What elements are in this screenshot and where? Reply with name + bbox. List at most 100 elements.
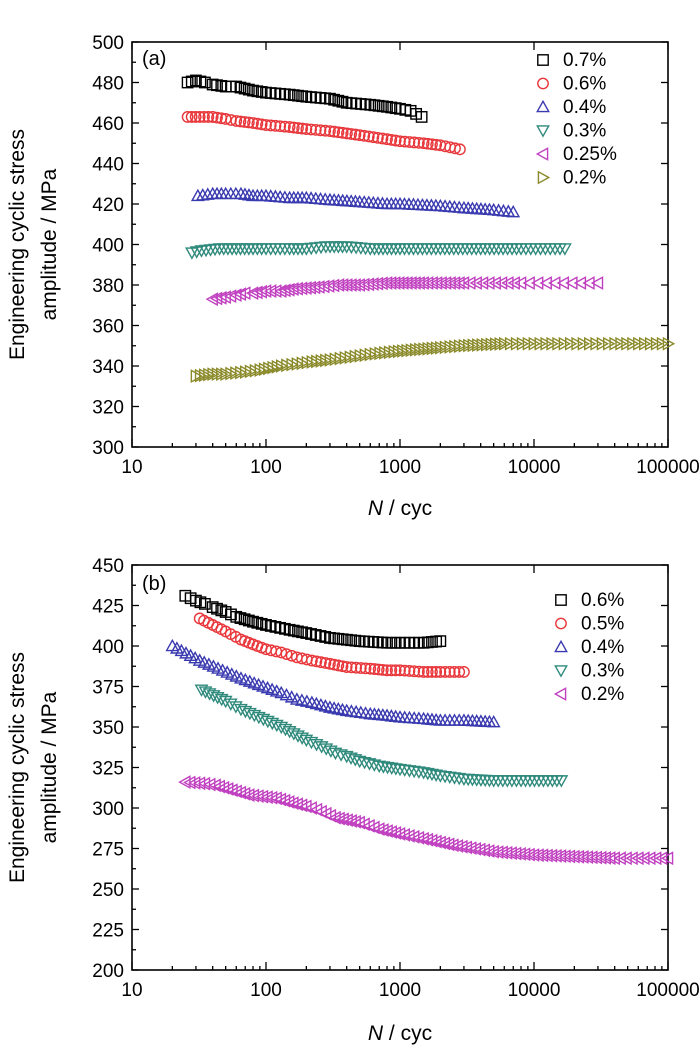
data-point: [336, 126, 349, 139]
data-point: [323, 745, 338, 758]
data-point: [534, 336, 547, 351]
data-point: [275, 646, 288, 659]
data-point: [557, 243, 572, 256]
data-point: [247, 615, 259, 628]
data-point: [357, 756, 372, 770]
legend-marker: [555, 617, 567, 630]
data-point: [221, 782, 234, 796]
data-point: [631, 851, 644, 866]
data-point: [216, 780, 230, 795]
legend-label: 0.2%: [563, 168, 606, 189]
data-point: [230, 610, 243, 623]
data-point: [215, 604, 228, 617]
legend-marker: [537, 54, 549, 66]
legend-marker: [555, 594, 567, 606]
data-point: [242, 614, 255, 627]
data-point: [165, 638, 180, 652]
data-point: [644, 336, 658, 351]
series-0.3%: [194, 684, 569, 788]
data-point: [225, 783, 238, 798]
data-point: [596, 336, 610, 351]
data-point: [274, 120, 287, 133]
y-tick-label: 420: [92, 195, 124, 216]
data-point: [577, 336, 591, 351]
data-point: [406, 829, 420, 844]
data-point: [416, 831, 429, 846]
data-point: [430, 341, 444, 356]
data-point: [269, 791, 282, 806]
data-point: [650, 336, 664, 351]
data-point: [295, 732, 310, 745]
y-tick-label: 340: [92, 357, 124, 378]
data-point: [335, 702, 350, 716]
data-point: [429, 834, 442, 849]
data-point: [238, 82, 251, 95]
data-point: [637, 851, 650, 866]
data-point: [310, 655, 323, 668]
data-point: [328, 747, 343, 761]
data-point: [627, 336, 640, 351]
data-point: [607, 851, 620, 866]
panel-a: 300 320 340 360 380 400 420 440 460 480 500 10 100 10…: [6, 33, 700, 520]
data-point: [396, 276, 409, 290]
data-point: [552, 336, 565, 351]
y-tick-label: 360: [92, 317, 124, 338]
data-point: [348, 814, 361, 829]
data-point: [190, 74, 202, 87]
y-tick-label: 460: [92, 114, 124, 135]
data-point: [383, 276, 397, 290]
data-point: [198, 111, 210, 123]
data-point: [358, 129, 371, 142]
data-point: [292, 122, 304, 134]
data-point: [211, 111, 223, 124]
data-point: [287, 121, 300, 134]
data-point: [571, 336, 584, 351]
data-point: [238, 613, 251, 626]
panel-label: (b): [142, 573, 166, 595]
data-point: [402, 828, 415, 843]
legend-label: 0.25%: [563, 144, 617, 165]
x-axis-label: N / cyc: [368, 1022, 432, 1045]
data-point: [234, 703, 248, 717]
data-point: [425, 768, 439, 782]
legend-marker: [535, 147, 549, 161]
data-point: [372, 663, 385, 676]
data-point: [314, 741, 329, 754]
data-point: [203, 367, 216, 382]
data-point: [412, 136, 425, 149]
data-point: [469, 276, 482, 290]
data-point: [408, 276, 421, 290]
data-point: [482, 276, 495, 290]
data-point: [234, 115, 247, 128]
data-point: [372, 822, 385, 836]
data-point: [443, 666, 456, 678]
series-0.5%: [193, 612, 470, 678]
data-point: [251, 117, 264, 130]
data-point: [286, 796, 299, 811]
data-point: [339, 750, 354, 764]
data-point: [639, 336, 652, 351]
data-point: [389, 664, 402, 677]
data-point: [290, 797, 303, 812]
data-point: [181, 111, 194, 123]
data-point: [328, 125, 341, 138]
data-point: [283, 121, 296, 133]
data-point: [185, 111, 198, 123]
data-point: [619, 851, 632, 866]
data-point: [324, 657, 336, 670]
data-point: [494, 276, 508, 290]
x-axis-label-unit: / cyc: [383, 497, 432, 520]
data-point: [530, 276, 544, 290]
legend-marker: [537, 77, 549, 90]
data-point: [296, 626, 309, 639]
legend-marker: [536, 125, 550, 138]
data-point: [238, 116, 251, 128]
data-point: [348, 754, 363, 767]
data-point: [238, 286, 251, 301]
data-point: [528, 336, 542, 351]
data-point: [392, 827, 406, 841]
legend-marker: [553, 687, 567, 701]
data-point: [426, 138, 438, 151]
y-tick-label: 300: [92, 799, 124, 820]
y-tick-label: 225: [92, 921, 124, 942]
